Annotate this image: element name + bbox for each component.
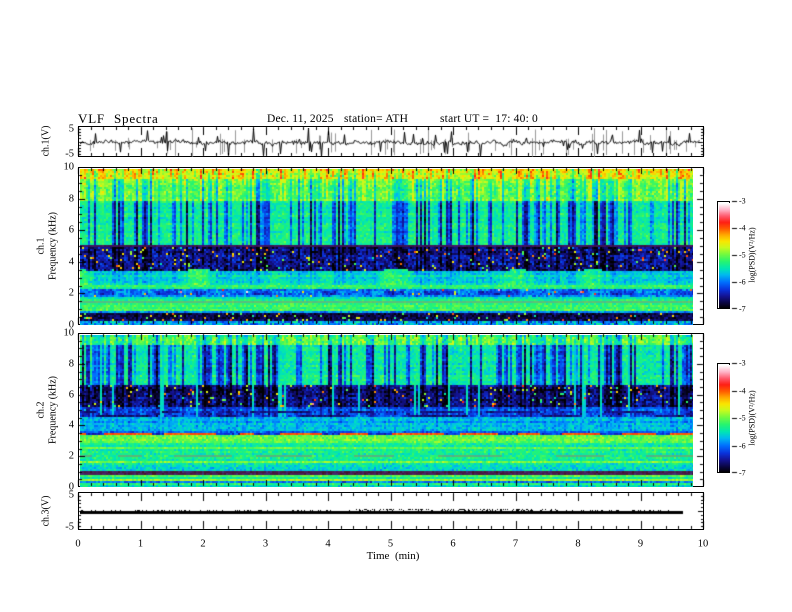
x-tick-label: 6	[450, 538, 456, 550]
colorbar-tick-label: -4	[739, 386, 746, 395]
x-tick-label: 10	[697, 538, 709, 550]
ch1-label-line1: ch.1	[35, 237, 47, 255]
freq-tick-label: 10	[63, 161, 75, 173]
colorbar-ch2	[717, 363, 730, 473]
ch2-label-line1: ch.2	[35, 401, 47, 419]
colorbar-tick-label: -7	[739, 468, 746, 478]
spectrogram-ch2-canvas	[80, 335, 693, 487]
colorbar-tick-label: -5	[739, 413, 746, 423]
ch1-freq-axis-label: ch.1 Frequency (kHz)	[36, 212, 59, 280]
waveform-ch1-canvas	[80, 128, 700, 157]
colorbar-tick-label: -3	[739, 358, 746, 368]
freq-tick-label: 8	[68, 193, 74, 205]
x-tick-label: 7	[512, 538, 519, 550]
start-ut-label: start UT = 17: 40: 0	[440, 113, 538, 125]
waveform-ch3-canvas	[80, 494, 703, 530]
ch2-label-line2: Frequency (kHz)	[47, 375, 58, 445]
freq-tick-label: 2	[68, 287, 74, 299]
volt-tick-label: 5	[68, 123, 74, 135]
x-tick-label: 8	[575, 538, 581, 550]
ch1-volt-axis-label: ch.1(V)	[40, 125, 52, 157]
ch2-freq-axis-label: ch.2 Frequency (kHz)	[36, 376, 59, 444]
freq-tick-label: 2	[68, 450, 74, 462]
ch3-volt-axis-label: ch.3(V)	[40, 495, 52, 527]
station-label: station= ATH	[344, 113, 409, 125]
freq-tick-label: 6	[68, 389, 74, 401]
colorbar-tick-label: -3	[739, 196, 746, 206]
time-axis-label: Time (min)	[366, 550, 420, 562]
freq-tick-label: 4	[68, 419, 74, 431]
colorbar-tick-label: -4	[739, 223, 746, 233]
waveform-ch3-panel	[78, 492, 704, 530]
plot-title: VLF Spectra	[78, 111, 159, 126]
x-tick-label: 2	[200, 538, 206, 550]
colorbar-ch1-label: log(PSD)(V²/Hz)	[747, 227, 757, 283]
colorbar-ch1-canvas	[719, 203, 730, 309]
spectrogram-ch2-panel	[78, 333, 704, 487]
volt-tick-label: -5	[65, 521, 74, 533]
freq-tick-label: 10	[63, 327, 75, 339]
spectrogram-ch1-panel	[78, 167, 704, 325]
waveform-ch1-panel	[78, 126, 704, 157]
volt-tick-label: -5	[65, 148, 74, 160]
ch1-label-line2: Frequency (kHz)	[47, 211, 58, 281]
freq-tick-label: 8	[68, 358, 74, 370]
colorbar-tick-label: -6	[739, 441, 746, 450]
colorbar-tick-label: -5	[739, 250, 746, 260]
x-tick-label: 9	[637, 538, 644, 550]
colorbar-ch1	[717, 201, 730, 309]
x-tick-label: 4	[325, 538, 331, 550]
colorbar-tick-label: -7	[739, 304, 746, 314]
date-label: Dec. 11, 2025	[267, 113, 334, 125]
x-tick-label: 0	[75, 538, 81, 550]
colorbar-ch2-label: log(PSD)(V²/Hz)	[747, 390, 757, 446]
x-tick-label: 5	[387, 538, 394, 550]
freq-tick-label: 6	[68, 224, 74, 236]
x-tick-label: 3	[262, 538, 269, 550]
freq-tick-label: 4	[68, 256, 74, 268]
spectrogram-ch1-canvas	[80, 169, 693, 325]
x-tick-label: 1	[137, 538, 144, 550]
volt-tick-label: 5	[68, 489, 74, 501]
colorbar-ch2-canvas	[719, 365, 730, 473]
colorbar-tick-label: -6	[739, 277, 746, 287]
